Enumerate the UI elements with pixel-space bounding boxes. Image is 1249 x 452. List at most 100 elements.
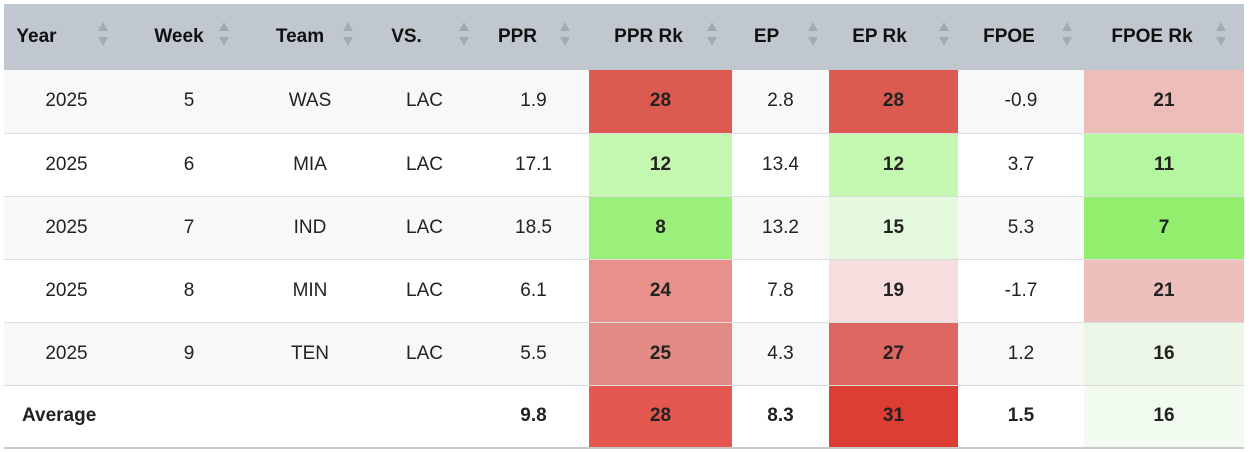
column-header-label: VS. [391,26,422,47]
column-header-label: Week [154,26,204,47]
cell-ppr-rk: 24 [589,259,732,322]
cell-week: 9 [183,342,195,364]
sort-descending-icon [343,37,353,46]
cell-ppr: 17.1 [515,153,552,175]
column-header-team[interactable]: Team [249,4,371,70]
average-cell-ep: 8.3 [767,405,794,427]
table-row: 2025 5 WAS LAC 1.9 28 2.8 28 -0.9 21 [4,70,1244,133]
cell-ep: 4.3 [767,342,794,364]
sort-arrows-icon[interactable] [560,22,570,50]
cell-ep-rk: 12 [829,133,958,196]
weekly-stats-table: Year Week Team VS. PPR PPR Rk EP EP Rk FPOE FPOE … [4,4,1244,449]
sort-ascending-icon [98,22,108,31]
cell-team: WAS [288,90,332,112]
sort-descending-icon [1062,37,1072,46]
sort-descending-icon [707,37,717,46]
cell-year: 2025 [45,153,88,175]
sort-ascending-icon [939,22,949,31]
cell-ep: 13.2 [762,216,799,238]
sort-ascending-icon [707,22,717,31]
cell-week: 6 [183,153,195,175]
column-header-label: PPR Rk [614,26,683,47]
sort-arrows-icon[interactable] [939,22,949,50]
column-header-fpoe[interactable]: FPOE [958,4,1084,70]
cell-year: 2025 [45,90,88,112]
sort-arrows-icon[interactable] [459,22,469,50]
sort-arrows-icon[interactable] [219,22,229,50]
column-header-ppr-rank[interactable]: PPR Rk [589,4,732,70]
cell-team: TEN [291,342,329,364]
cell-ppr: 18.5 [515,216,552,238]
table-row: 2025 8 MIN LAC 6.1 24 7.8 19 -1.7 21 [4,259,1244,322]
cell-ep: 7.8 [767,279,794,301]
sort-ascending-icon [560,22,570,31]
sort-arrows-icon[interactable] [808,22,818,50]
sort-arrows-icon[interactable] [1216,22,1226,50]
table-row: 2025 6 MIA LAC 17.1 12 13.4 12 3.7 11 [4,133,1244,196]
sort-arrows-icon[interactable] [343,22,353,50]
table-row: 2025 7 IND LAC 18.5 8 13.2 15 5.3 7 [4,196,1244,259]
cell-fpoe: 5.3 [1007,216,1035,238]
cell-team: MIN [292,279,328,301]
sort-arrows-icon[interactable] [707,22,717,50]
sort-descending-icon [939,37,949,46]
sort-arrows-icon[interactable] [98,22,108,50]
cell-week: 5 [183,90,195,112]
cell-ppr: 5.5 [520,342,547,364]
cell-ppr-rk: 28 [589,70,732,133]
cell-fpoe-rk: 16 [1084,322,1244,385]
sort-descending-icon [560,37,570,46]
cell-ppr-rk: 12 [589,133,732,196]
cell-team: IND [293,216,327,238]
column-header-label: FPOE [983,26,1035,47]
sort-ascending-icon [219,22,229,31]
cell-week: 8 [183,279,195,301]
average-cell-fpoe: 1.5 [1007,405,1035,427]
sort-ascending-icon [808,22,818,31]
sort-descending-icon [459,37,469,46]
column-header-label: FPOE Rk [1111,26,1193,47]
cell-fpoe: 1.2 [1007,342,1035,364]
sort-ascending-icon [1062,22,1072,31]
column-header-week[interactable]: Week [129,4,249,70]
cell-ep: 2.8 [767,90,794,112]
header-row: Year Week Team VS. PPR PPR Rk EP EP Rk FPOE FPOE … [4,4,1244,70]
column-header-year[interactable]: Year [4,4,129,70]
cell-vs: LAC [406,153,443,175]
cell-week: 7 [183,216,195,238]
column-header-label: Team [275,26,325,47]
table-body: 2025 5 WAS LAC 1.9 28 2.8 28 -0.9 21 2025 6 MIA LAC 17… [4,70,1244,448]
column-header-label: Year [16,26,57,47]
column-header-label: PPR [497,26,538,47]
cell-ppr: 6.1 [520,279,547,301]
column-header-label: EP Rk [852,26,907,47]
cell-year: 2025 [45,279,88,301]
sort-descending-icon [808,37,818,46]
column-header-ep[interactable]: EP [732,4,829,70]
cell-fpoe: -1.7 [1004,279,1038,301]
cell-vs: LAC [406,90,443,112]
cell-fpoe-rk: 7 [1084,196,1244,259]
column-header-ep-rank[interactable]: EP Rk [829,4,958,70]
cell-team: MIA [293,153,327,175]
average-cell-ppr: 9.8 [520,405,547,427]
cell-ppr-rk: 25 [589,322,732,385]
column-header-label: EP [753,26,780,47]
column-header-ppr[interactable]: PPR [478,4,589,70]
cell-fpoe-rk: 21 [1084,259,1244,322]
column-header-fpoe-rank[interactable]: FPOE Rk [1084,4,1244,70]
sort-descending-icon [98,37,108,46]
cell-ep: 13.4 [762,153,799,175]
average-label: Average [22,405,97,427]
sort-ascending-icon [343,22,353,31]
cell-fpoe-rk: 21 [1084,70,1244,133]
average-row: Average 9.8 28 8.3 31 1.5 16 [4,385,1244,448]
cell-fpoe: -0.9 [1004,90,1038,112]
sort-arrows-icon[interactable] [1062,22,1072,50]
cell-vs: LAC [406,279,443,301]
stats-table-container: Year Week Team VS. PPR PPR Rk EP EP Rk FPOE FPOE … [4,4,1244,449]
average-cell-ppr-rk: 28 [589,385,732,448]
sort-descending-icon [1216,37,1226,46]
cell-ep-rk: 19 [829,259,958,322]
column-header-vs[interactable]: VS. [371,4,478,70]
